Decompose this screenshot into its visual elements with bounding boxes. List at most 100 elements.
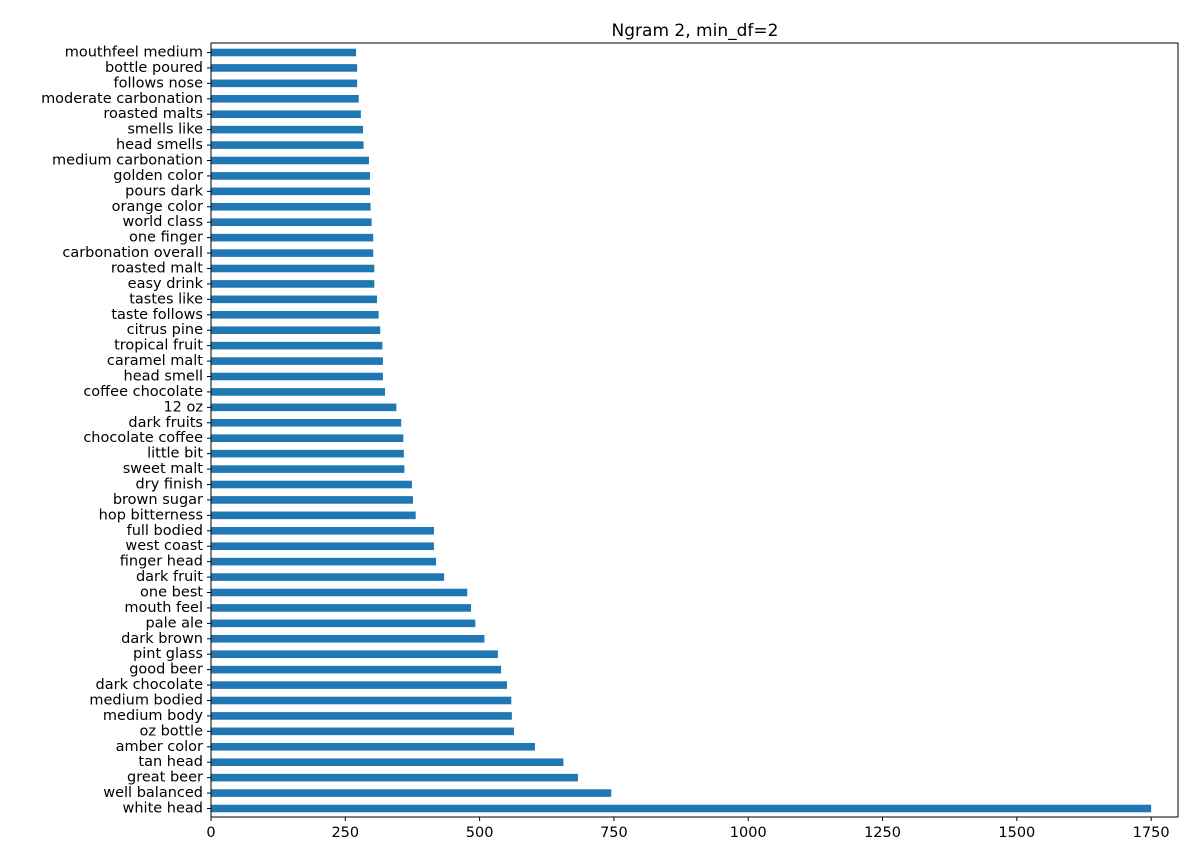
y-tick-label: roasted malts	[103, 106, 203, 122]
y-tick-label: pint glass	[133, 646, 203, 662]
x-tick-label: 1750	[1133, 825, 1170, 841]
bar	[211, 696, 512, 705]
y-tick-label: brown sugar	[113, 492, 203, 508]
x-tick-label: 500	[466, 825, 494, 841]
y-tick-label: full bodied	[127, 523, 203, 539]
y-tick-label: citrus pine	[127, 322, 203, 338]
bar	[211, 449, 404, 458]
y-tick-label: medium body	[103, 708, 203, 724]
bar	[211, 202, 371, 211]
bar	[211, 511, 416, 520]
y-tick-label: west coast	[125, 538, 203, 554]
y-tick-label: head smell	[124, 369, 203, 385]
x-tick-label: 250	[331, 825, 359, 841]
y-tick-label: orange color	[112, 199, 203, 215]
bar	[211, 48, 357, 57]
bar	[211, 681, 508, 689]
y-tick-label: easy drink	[128, 276, 204, 292]
y-tick-label: chocolate coffee	[83, 430, 203, 446]
y-tick-label: tastes like	[129, 291, 203, 307]
plot-frame	[210, 42, 1179, 818]
bar	[211, 480, 412, 489]
y-tick-label: dark fruit	[136, 569, 203, 585]
bar	[211, 295, 378, 304]
bar	[211, 727, 514, 736]
y-tick-label: dark fruits	[128, 415, 203, 431]
y-tick-label: pale ale	[146, 615, 204, 631]
bar	[211, 634, 485, 643]
bar	[211, 434, 404, 443]
y-tick-label: tan head	[138, 754, 203, 770]
y-tick-label: oz bottle	[140, 723, 204, 739]
bar	[211, 233, 374, 242]
bar	[211, 249, 374, 257]
y-tick-label: medium carbonation	[52, 153, 203, 169]
y-tick-label: mouthfeel medium	[65, 45, 203, 61]
y-tick-label: dry finish	[136, 477, 203, 493]
bar	[211, 94, 359, 103]
bar	[211, 187, 371, 196]
bar	[211, 542, 434, 551]
bar	[211, 619, 476, 628]
bar	[211, 372, 383, 381]
x-tick-label: 1000	[730, 825, 767, 841]
y-tick-label: follows nose	[114, 75, 204, 91]
bar	[211, 712, 512, 720]
bar	[211, 141, 364, 149]
y-tick-label: dark brown	[121, 631, 203, 647]
y-tick-label: little bit	[147, 446, 203, 462]
bar	[211, 604, 472, 612]
y-tick-label: world class	[122, 214, 203, 230]
y-tick-label: white head	[123, 801, 204, 817]
bar	[211, 588, 468, 597]
y-tick-label: caramel malt	[107, 353, 203, 369]
y-tick-label: sweet malt	[123, 461, 204, 477]
bar	[211, 526, 434, 535]
x-axis: 0 250 500 750 1000 1250 1500 1750	[206, 817, 1170, 841]
bar	[211, 418, 402, 427]
y-tick-label: dark chocolate	[96, 677, 204, 693]
y-tick-label: coffee chocolate	[83, 384, 203, 400]
y-tick-label: pours dark	[125, 183, 203, 199]
bar	[211, 79, 358, 88]
y-tick-label: head smells	[116, 137, 203, 153]
x-tick-label: 0	[206, 825, 215, 841]
y-tick-label: moderate carbonation	[41, 91, 203, 107]
bar	[211, 341, 383, 350]
bar	[211, 310, 379, 319]
y-tick-label: mouth feel	[124, 600, 203, 616]
y-tick-label: finger head	[120, 554, 203, 570]
bar	[211, 557, 437, 566]
y-tick-label: tropical fruit	[114, 338, 203, 354]
bar	[211, 64, 358, 72]
y-tick-label: one best	[140, 585, 203, 601]
bar	[211, 742, 535, 751]
bar	[211, 789, 612, 797]
bar	[211, 125, 364, 134]
y-tick-label: carbonation overall	[62, 245, 203, 261]
y-tick-label: 12 oz	[163, 399, 203, 415]
bar	[211, 326, 381, 335]
bar	[211, 110, 361, 119]
bar	[211, 465, 405, 473]
bar	[211, 357, 383, 365]
y-tick-label: hop bitterness	[99, 507, 203, 523]
bar	[211, 156, 369, 165]
bar	[211, 496, 413, 504]
bar	[211, 388, 386, 396]
bar	[211, 804, 1152, 813]
bar	[211, 172, 371, 180]
bar	[211, 280, 375, 288]
y-tick-label: amber color	[116, 739, 203, 755]
chart-title: Ngram 2, min_df=2	[612, 21, 779, 41]
bar	[211, 758, 564, 767]
y-tick-label: roasted malt	[111, 261, 203, 277]
y-tick-label: great beer	[127, 770, 203, 786]
y-tick-label: bottle poured	[105, 60, 203, 76]
y-tick-label: good beer	[129, 662, 203, 678]
y-tick-label: medium bodied	[89, 693, 203, 709]
y-tick-label: smells like	[127, 122, 203, 138]
x-tick-label: 750	[600, 825, 628, 841]
